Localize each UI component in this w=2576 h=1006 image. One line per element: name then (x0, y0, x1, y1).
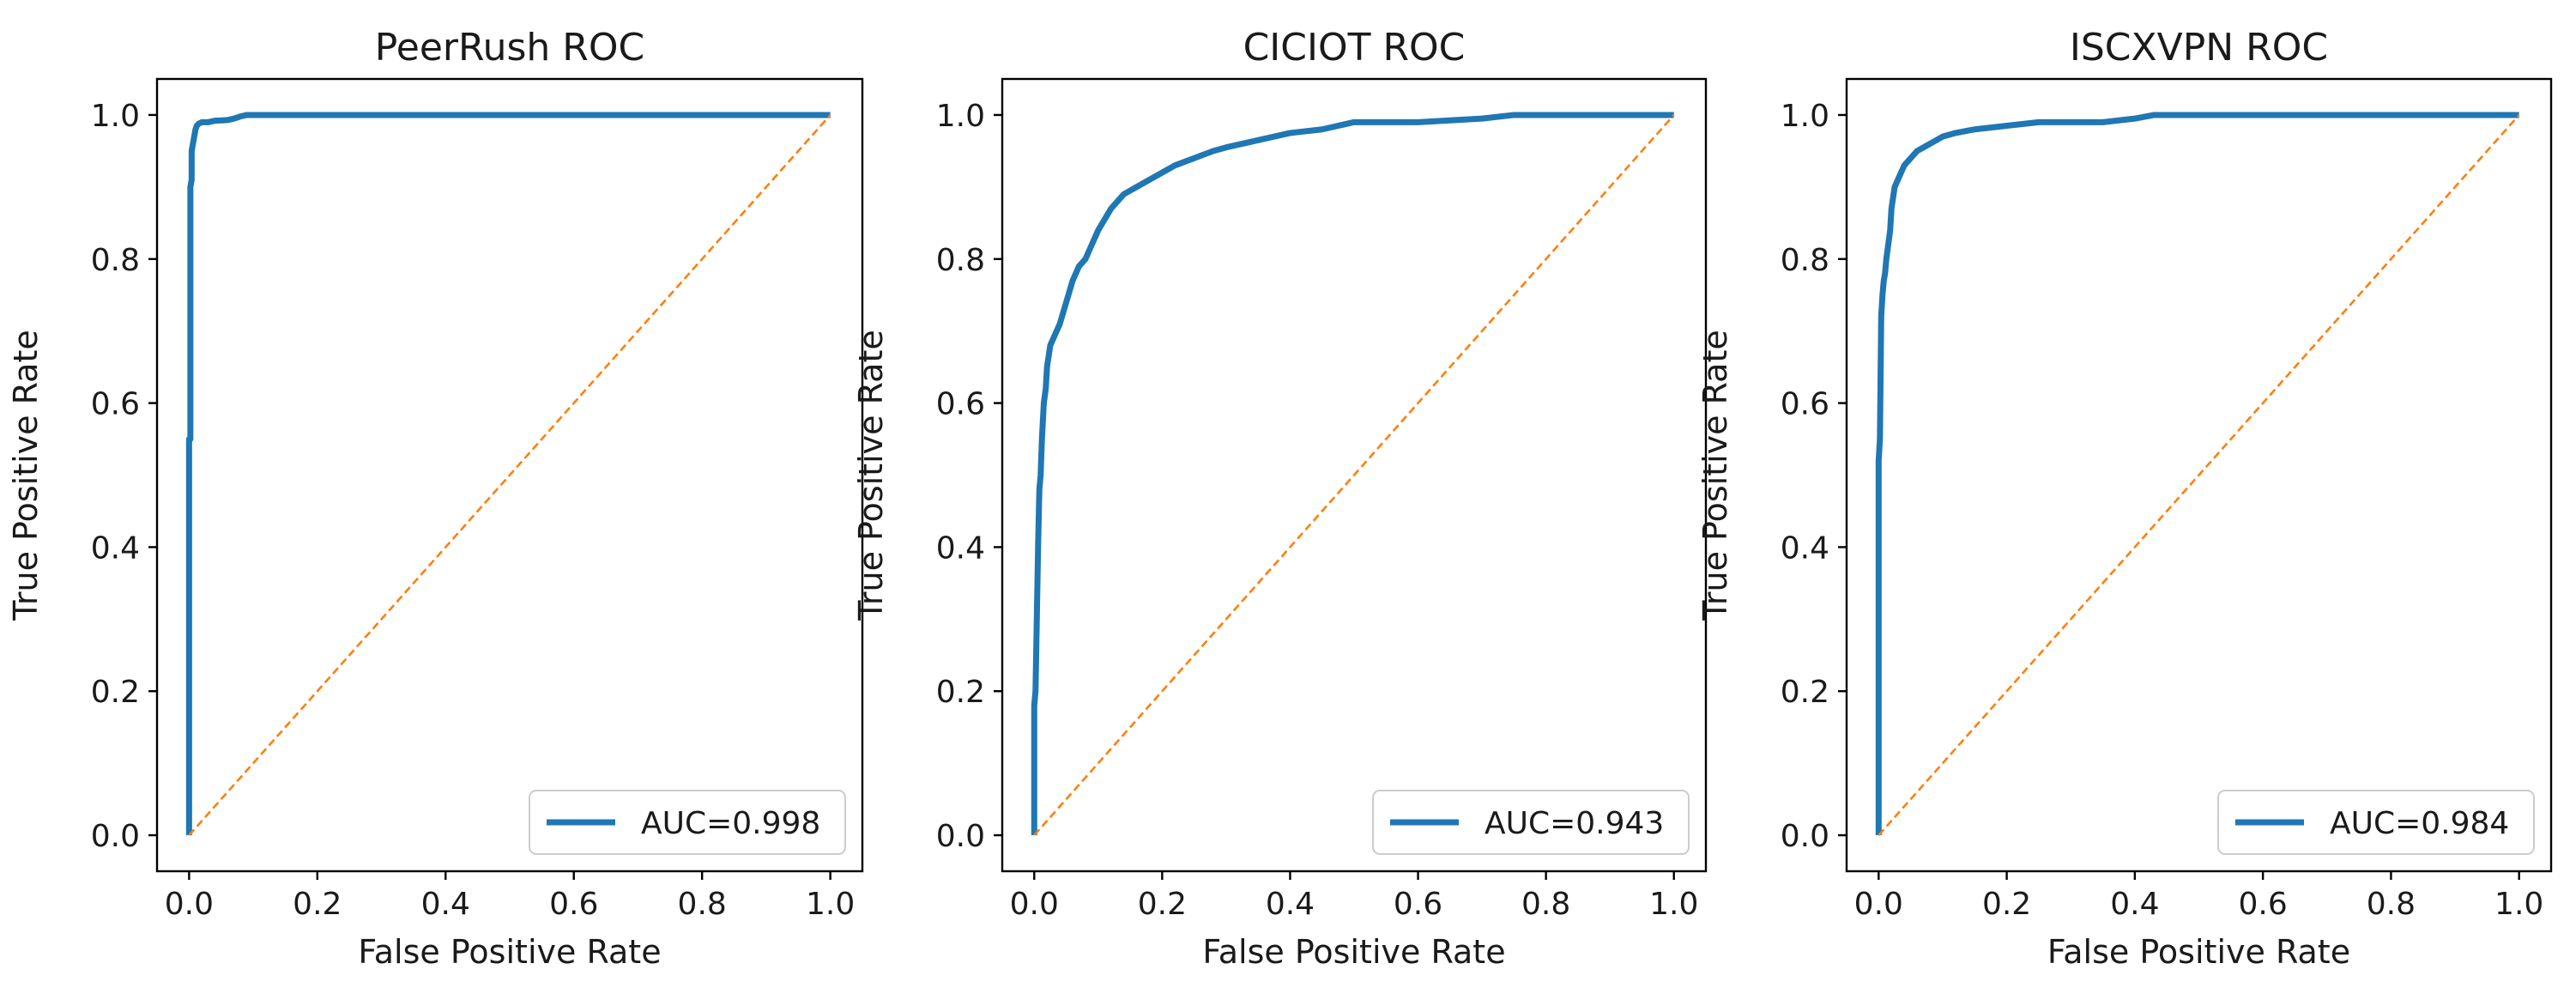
y-tick-label: 0.6 (1781, 387, 1829, 422)
y-tick-label: 1.0 (91, 99, 140, 134)
y-tick-label: 0.0 (1781, 819, 1829, 854)
y-tick-label: 0.2 (1781, 675, 1829, 710)
x-axis-label: False Positive Rate (1202, 933, 1505, 971)
roc-curve-line (1031, 112, 1674, 836)
legend-box (529, 790, 846, 855)
x-tick-label: 0.2 (293, 887, 342, 922)
x-tick-label: 0.6 (2239, 887, 2288, 922)
legend-box (2217, 790, 2535, 855)
legend-label: AUC=0.998 (641, 806, 820, 841)
y-tick-label: 1.0 (1781, 99, 1829, 134)
x-tick-label: 0.0 (1010, 887, 1059, 922)
x-tick-label: 0.4 (1266, 887, 1315, 922)
chart-title: CICIOT ROC (1243, 26, 1466, 70)
chance-diagonal-line (188, 114, 831, 836)
y-tick-label: 0.8 (936, 243, 985, 278)
x-tick-label: 0.4 (421, 887, 470, 922)
legend-label: AUC=0.984 (2330, 806, 2509, 841)
legend: AUC=0.984 (2217, 790, 2535, 855)
y-tick-label: 0.8 (91, 243, 140, 278)
x-tick-label: 1.0 (1649, 887, 1698, 922)
y-tick-label: 0.6 (91, 387, 140, 422)
legend: AUC=0.943 (1372, 790, 1690, 855)
x-tick-label: 0.8 (678, 887, 727, 922)
legend-box (1372, 790, 1690, 855)
chance-diagonal-line (1033, 114, 1675, 836)
x-tick-label: 0.4 (2110, 887, 2159, 922)
x-tick-label: 0.8 (1521, 887, 1570, 922)
y-tick-label: 1.0 (936, 99, 985, 134)
x-tick-label: 0.2 (1982, 887, 2031, 922)
y-tick-label: 0.4 (91, 530, 140, 566)
legend-label: AUC=0.943 (1485, 806, 1664, 841)
chart-title: PeerRush ROC (375, 26, 644, 70)
roc-curve-line (185, 112, 831, 836)
y-tick-label: 0.0 (91, 819, 140, 854)
y-tick-label: 0.4 (1781, 530, 1829, 566)
y-tick-label: 0.2 (91, 675, 140, 710)
y-axis-label: True Positive Rate (7, 330, 45, 621)
axes-frame (1845, 77, 2553, 873)
x-tick-label: 0.0 (1854, 887, 1903, 922)
legend: AUC=0.998 (529, 790, 846, 855)
chart-panel-3: ISCXVPN ROC 0.0 0.2 0.4 0.6 0.8 1.0 0.0 0.2 0.4 0.… (1696, 26, 2553, 971)
y-tick-label: 0.8 (1781, 243, 1829, 278)
chart-title: ISCXVPN ROC (2070, 26, 2328, 70)
x-tick-label: 0.0 (165, 887, 214, 922)
y-tick-label: 0.6 (936, 387, 985, 422)
x-tick-label: 0.2 (1138, 887, 1187, 922)
x-tick-label: 0.6 (549, 887, 598, 922)
roc-curve-line (1875, 112, 2519, 836)
y-axis-label: True Positive Rate (852, 330, 890, 621)
chart-panel-2: CICIOT ROC 0.0 0.2 0.4 0.6 0.8 1.0 0.0 0.2 0.4 0.6… (852, 26, 1708, 971)
y-tick-label: 0.4 (936, 530, 985, 566)
x-axis-label: False Positive Rate (358, 933, 661, 971)
chart-panel-1: PeerRush ROC 0.0 0.2 0.4 0.6 0.8 1.0 0.0 0.2 0.4 0… (7, 26, 864, 971)
axes-frame (1001, 77, 1708, 873)
x-axis-label: False Positive Rate (2047, 933, 2350, 971)
chance-diagonal-line (1878, 114, 2520, 836)
y-tick-label: 0.0 (936, 819, 985, 854)
y-tick-label: 0.2 (936, 675, 985, 710)
x-tick-label: 1.0 (2494, 887, 2543, 922)
axes-frame (155, 77, 864, 873)
x-tick-label: 0.8 (2367, 887, 2416, 922)
x-tick-label: 1.0 (806, 887, 855, 922)
y-axis-label: True Positive Rate (1696, 330, 1734, 621)
x-tick-label: 0.6 (1394, 887, 1442, 922)
